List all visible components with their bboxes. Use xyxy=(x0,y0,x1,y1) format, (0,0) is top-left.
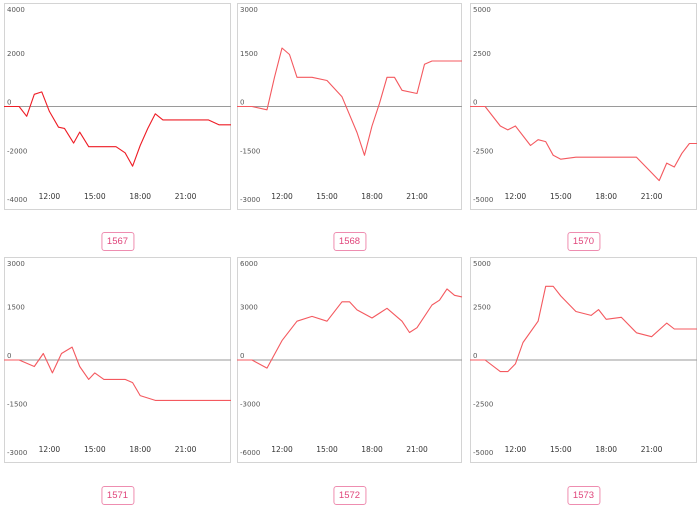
x-tick-label: 18:00 xyxy=(595,445,617,454)
chart-label-badge[interactable]: 1567 xyxy=(100,232,135,251)
y-tick-label: 0 xyxy=(473,352,477,360)
series-line xyxy=(4,346,231,401)
line-chart: 3000 1500 0 -1500 -3000 12:00 15:00 18:00 21:00 xyxy=(237,3,462,210)
line-chart: 4000 2000 0 -2000 -4000 12:00 15:00 18:00 21:00 xyxy=(4,3,231,210)
y-tick-label: 5000 xyxy=(473,260,491,268)
y-tick-label: 3000 xyxy=(7,260,25,268)
y-tick-label: 0 xyxy=(7,352,11,360)
x-tick-label: 12:00 xyxy=(271,445,293,454)
x-tick-label: 15:00 xyxy=(550,192,572,201)
y-tick-label: -1500 xyxy=(7,401,27,409)
chart-label-badge[interactable]: 1568 xyxy=(332,232,367,251)
x-tick-label: 21:00 xyxy=(641,192,663,201)
x-tick-label: 12:00 xyxy=(505,445,527,454)
chart-label-badge[interactable]: 1571 xyxy=(100,486,135,505)
chart-panel-1573: 5000 2500 0 -2500 -5000 12:00 15:00 18:00 21:00 xyxy=(470,257,697,463)
x-tick-label: 15:00 xyxy=(316,445,338,454)
x-tick-label: 12:00 xyxy=(505,192,527,201)
x-tick-label: 12:00 xyxy=(39,445,61,454)
x-tick-label: 21:00 xyxy=(406,192,428,201)
y-tick-label: -2500 xyxy=(473,401,493,409)
chart-label-badge[interactable]: 1573 xyxy=(566,486,601,505)
line-chart: 3000 1500 0 -1500 -3000 12:00 15:00 18:00 21:00 xyxy=(4,257,231,463)
y-tick-label: -2500 xyxy=(473,147,493,155)
series-line xyxy=(470,105,697,182)
x-tick-label: 21:00 xyxy=(175,445,197,454)
y-tick-label: 4000 xyxy=(7,6,25,14)
series-line xyxy=(237,288,463,369)
y-tick-label: -2000 xyxy=(7,147,27,155)
x-tick-label: 15:00 xyxy=(84,445,106,454)
chart-label-badge[interactable]: 1572 xyxy=(332,486,367,505)
chart-panel-1571: 3000 1500 0 -1500 -3000 12:00 15:00 18:00 21:00 xyxy=(4,257,231,463)
x-tick-label: 18:00 xyxy=(129,192,151,201)
series-line xyxy=(237,47,462,156)
y-tick-label: 2500 xyxy=(473,50,491,58)
series-line xyxy=(4,91,231,167)
chart-panel-1568: 3000 1500 0 -1500 -3000 12:00 15:00 18:00 21:00 xyxy=(237,3,462,210)
y-tick-label: -1500 xyxy=(240,147,260,155)
y-tick-label: 0 xyxy=(473,99,477,107)
x-tick-label: 21:00 xyxy=(641,445,663,454)
y-tick-label: 3000 xyxy=(240,6,258,14)
x-tick-label: 12:00 xyxy=(39,192,61,201)
chart-panel-1567: 4000 2000 0 -2000 -4000 12:00 15:00 18:00 21:00 xyxy=(4,3,231,210)
y-tick-label: 1500 xyxy=(7,304,25,312)
x-tick-label: 18:00 xyxy=(595,192,617,201)
x-tick-label: 21:00 xyxy=(406,445,428,454)
y-tick-label: 3000 xyxy=(240,304,258,312)
y-tick-label: 5000 xyxy=(473,6,491,14)
y-tick-label: -3000 xyxy=(240,196,260,204)
x-tick-label: 15:00 xyxy=(550,445,572,454)
chart-panel-1570: 5000 2500 0 -2500 -5000 12:00 15:00 18:00 21:00 xyxy=(470,3,697,210)
y-tick-label: 2000 xyxy=(7,50,25,58)
y-tick-label: -3000 xyxy=(7,449,27,457)
x-tick-label: 18:00 xyxy=(361,192,383,201)
chart-label-badge[interactable]: 1570 xyxy=(566,232,601,251)
y-tick-label: 1500 xyxy=(240,50,258,58)
y-tick-label: 0 xyxy=(7,99,11,107)
y-tick-label: 0 xyxy=(240,352,244,360)
y-tick-label: -3000 xyxy=(240,401,260,409)
line-chart: 6000 3000 0 -3000 -6000 12:00 15:00 18:00 21:00 xyxy=(237,257,463,463)
x-tick-label: 15:00 xyxy=(316,192,338,201)
line-chart: 5000 2500 0 -2500 -5000 12:00 15:00 18:00 21:00 xyxy=(470,257,697,463)
series-line xyxy=(470,285,697,373)
x-tick-label: 21:00 xyxy=(175,192,197,201)
y-tick-label: -5000 xyxy=(473,196,493,204)
y-tick-label: -6000 xyxy=(240,449,260,457)
y-tick-label: 0 xyxy=(240,99,244,107)
y-tick-label: 2500 xyxy=(473,304,491,312)
chart-panel-1572: 6000 3000 0 -3000 -6000 12:00 15:00 18:00 21:00 xyxy=(237,257,463,463)
x-tick-label: 18:00 xyxy=(129,445,151,454)
y-tick-label: -5000 xyxy=(473,449,493,457)
x-tick-label: 12:00 xyxy=(271,192,293,201)
x-tick-label: 15:00 xyxy=(84,192,106,201)
line-chart: 5000 2500 0 -2500 -5000 12:00 15:00 18:00 21:00 xyxy=(470,3,697,210)
y-tick-label: -4000 xyxy=(7,196,27,204)
y-tick-label: 6000 xyxy=(240,260,258,268)
x-tick-label: 18:00 xyxy=(361,445,383,454)
